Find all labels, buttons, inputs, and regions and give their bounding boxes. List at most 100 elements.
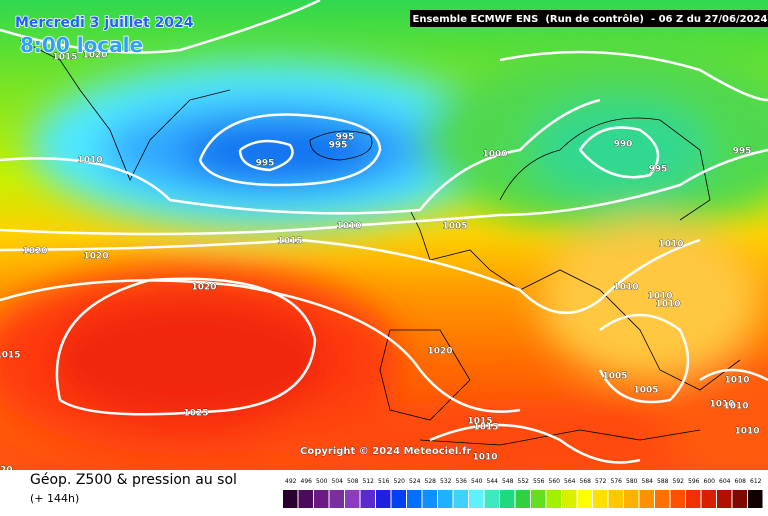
colorbar-swatch — [391, 490, 406, 508]
colorbar: 492 496 500 504 508 512 516 520 524 528 532 536 540 5… — [283, 478, 763, 508]
isobar-label: 990 — [614, 140, 633, 150]
colorbar-label: 500 — [316, 478, 328, 485]
colorbar-label: 588 — [657, 478, 669, 485]
date: Mercredi 3 juillet 2024 — [15, 15, 194, 31]
isobar-label: 1010 — [613, 283, 638, 293]
colorbar-swatch — [438, 490, 453, 508]
colorbar-label: 536 — [456, 478, 468, 485]
colorbar-label: 576 — [611, 478, 623, 485]
colorbar-swatch — [407, 490, 422, 508]
colorbar-swatch — [484, 490, 499, 508]
run-box — [410, 10, 768, 27]
colorbar-label: 504 — [332, 478, 344, 485]
colorbar-label: 520 — [394, 478, 406, 485]
colorbar-label: 556 — [533, 478, 545, 485]
colorbar-swatch — [329, 490, 344, 508]
colorbar-swatch — [500, 490, 515, 508]
isobar-label: 1020 — [82, 51, 107, 61]
colorbar-label: 584 — [642, 478, 654, 485]
colorbar-label: 568 — [580, 478, 592, 485]
colorbar-label: 492 — [285, 478, 297, 485]
colorbar-label: 612 — [750, 478, 762, 485]
colorbar-swatch — [655, 490, 670, 508]
footer-title: Géop. Z500 & pression au sol — [30, 472, 237, 488]
colorbar-label: 560 — [549, 478, 561, 485]
copyright: Copyright © 2024 Meteociel.fr — [300, 446, 471, 457]
lead-time: (+ 144h) — [30, 492, 79, 505]
isobar-label: 1015 — [52, 53, 77, 63]
colorbar-label: 540 — [471, 478, 483, 485]
colorbar-label: 592 — [673, 478, 685, 485]
colorbar-label: 544 — [487, 478, 499, 485]
isobar-label: 1020 — [0, 466, 13, 476]
isobar-label: 1010 — [655, 300, 680, 310]
colorbar-swatch — [314, 490, 329, 508]
isobar-label: 1010 — [658, 240, 683, 250]
colorbar-swatch — [701, 490, 716, 508]
colorbar-swatch — [515, 490, 530, 508]
colorbar-swatch — [732, 490, 747, 508]
colorbar-label: 532 — [440, 478, 452, 485]
colorbar-swatch — [639, 490, 654, 508]
colorbar-swatch — [422, 490, 437, 508]
isobar-label: 1010 — [734, 427, 759, 437]
isobar-label: 1010 — [472, 453, 497, 463]
colorbar-swatch — [577, 490, 592, 508]
isobar-label: 1025 — [183, 409, 208, 419]
colorbar-swatch — [546, 490, 561, 508]
isobar-label: 995 — [256, 159, 275, 169]
isobar-label: 1020 — [191, 283, 216, 293]
isobar-label: 995 — [336, 133, 355, 143]
colorbar-swatch — [453, 490, 468, 508]
colorbar-label: 548 — [502, 478, 514, 485]
colorbar-label: 496 — [301, 478, 313, 485]
isobar-label: 995 — [329, 141, 348, 151]
colorbar-label: 508 — [347, 478, 359, 485]
colorbar-label: 608 — [735, 478, 747, 485]
colorbar-swatch — [283, 490, 298, 508]
colorbar-swatch — [717, 490, 732, 508]
colorbar-swatch — [345, 490, 360, 508]
colorbar-label: 552 — [518, 478, 530, 485]
local-time: 8:00 locale — [20, 33, 143, 57]
colorbar-swatch — [748, 490, 763, 508]
colorbar-label: 604 — [719, 478, 731, 485]
colorbar-swatch — [376, 490, 391, 508]
colorbar-swatch — [608, 490, 623, 508]
colorbar-swatch — [531, 490, 546, 508]
colorbar-swatch — [670, 490, 685, 508]
isobar-label: 1010 — [709, 400, 734, 410]
isobar-label: 1020 — [22, 247, 47, 257]
isobar-label: 1000 — [482, 150, 507, 160]
colorbar-label: 516 — [378, 478, 390, 485]
colorbar-label: 572 — [595, 478, 607, 485]
isobars — [0, 0, 768, 463]
isobar-label: 1010 — [77, 156, 102, 166]
colorbar-swatch — [686, 490, 701, 508]
colorbar-swatch — [360, 490, 375, 508]
isobar-label: 1010 — [723, 402, 748, 412]
colorbar-swatch — [624, 490, 639, 508]
isobar-label: 1005 — [633, 386, 658, 396]
colorbar-label: 528 — [425, 478, 437, 485]
colorbar-label: 564 — [564, 478, 576, 485]
colorbar-swatch — [593, 490, 608, 508]
isobar-label: 1020 — [427, 347, 452, 357]
colorbar-label: 512 — [363, 478, 375, 485]
isobar-label: 1010 — [724, 376, 749, 386]
colorbar-label: 596 — [688, 478, 700, 485]
run-info: Ensemble ECMWF ENS (Run de contrôle) - 0… — [413, 13, 768, 25]
isobar-label: 1015 — [467, 417, 492, 427]
colorbar-swatch — [298, 490, 313, 508]
isobar-label: 1020 — [83, 252, 108, 262]
isobar-label: 1010 — [336, 222, 361, 232]
colorbar-label: 600 — [704, 478, 716, 485]
isobar-label: 995 — [649, 165, 668, 175]
colorbar-label: 524 — [409, 478, 421, 485]
isobar-label: 1015 — [0, 351, 21, 361]
isobar-label: 1005 — [442, 222, 467, 232]
isobar-label: 1005 — [602, 372, 627, 382]
isobar-label: 1015 — [473, 423, 498, 433]
